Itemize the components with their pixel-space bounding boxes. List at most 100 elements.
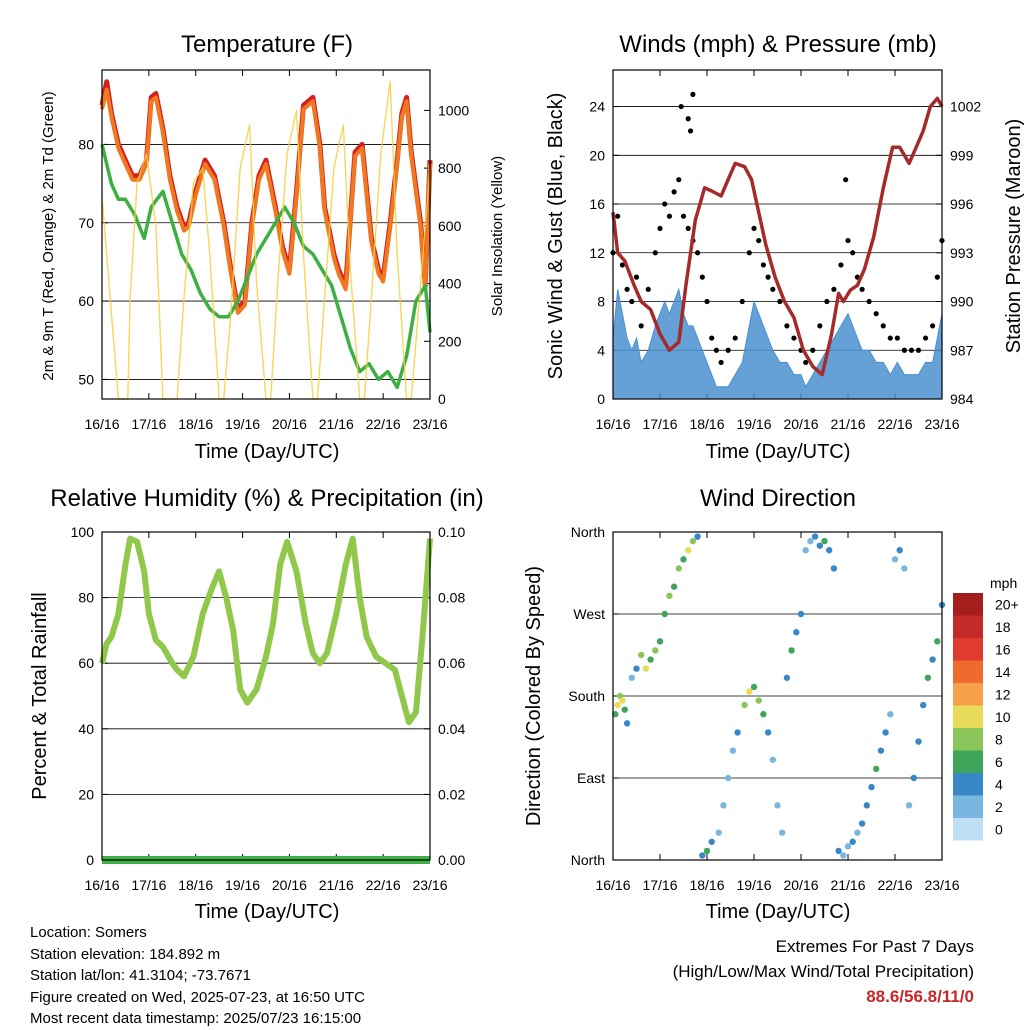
winds-plot-frame bbox=[612, 69, 943, 400]
humidity-ytick-label: 20 bbox=[78, 786, 94, 802]
gust-point bbox=[824, 298, 830, 305]
temperature-xtick-label: 17/16 bbox=[131, 416, 166, 432]
direction-legend: 20+ 18 16 14 12 10 8 6 4 2 0 bbox=[953, 593, 1019, 841]
location-text: Location: Somers bbox=[30, 924, 147, 941]
winds-axes: 0 4 8 12 16 20 24 984 987 990 993 996 999 1002 16/16 17… bbox=[589, 70, 981, 432]
humidity-xtick-label: 18/16 bbox=[178, 877, 213, 893]
direction-point bbox=[741, 701, 748, 709]
direction-point bbox=[642, 665, 650, 672]
legend-label: 16 bbox=[995, 641, 1011, 657]
humidity-ytick-label: 100 bbox=[71, 524, 95, 540]
direction-point bbox=[724, 774, 732, 782]
legend-label: 10 bbox=[995, 709, 1011, 725]
direction-point bbox=[670, 583, 678, 590]
humidity-title: Relative Humidity (%) & Precipitation (i… bbox=[50, 485, 483, 512]
direction-point bbox=[835, 847, 842, 855]
humidity-xlabel: Time (Day/UTC) bbox=[195, 901, 340, 923]
direction-point bbox=[661, 610, 668, 618]
winds-y2tick-label: 990 bbox=[950, 294, 974, 310]
temperature-xtick-label: 23/16 bbox=[412, 416, 447, 432]
gust-point bbox=[699, 274, 705, 280]
gust-point bbox=[633, 274, 640, 280]
gust-point bbox=[652, 250, 658, 256]
humidity-y2tick-label: 0.04 bbox=[438, 721, 465, 737]
direction-point bbox=[623, 720, 631, 727]
direction-point bbox=[896, 547, 903, 554]
legend-label: 14 bbox=[995, 664, 1011, 680]
direction-point bbox=[844, 843, 852, 850]
direction-point bbox=[729, 747, 737, 754]
legend-swatch bbox=[953, 795, 983, 818]
gust-point bbox=[709, 335, 715, 341]
gust-point bbox=[690, 91, 696, 97]
direction-xlabel: Time (Day/UTC) bbox=[706, 901, 851, 923]
direction-point bbox=[680, 556, 687, 563]
direction-point bbox=[910, 774, 917, 782]
winds-xlabel: Time (Day/UTC) bbox=[706, 441, 851, 463]
humidity-plot-frame bbox=[101, 531, 431, 861]
temperature-y2tick-label: 1000 bbox=[438, 102, 469, 118]
gust-point bbox=[908, 347, 915, 353]
gust-point bbox=[687, 128, 694, 134]
direction-point bbox=[675, 565, 682, 572]
temperature-xtick-label: 16/16 bbox=[84, 416, 119, 432]
direction-point bbox=[652, 647, 659, 654]
winds-y2tick-label: 999 bbox=[950, 147, 974, 163]
temperature-xtick-label: 20/16 bbox=[272, 416, 307, 432]
direction-point bbox=[802, 547, 809, 554]
gust-point bbox=[770, 286, 776, 292]
direction-point bbox=[915, 738, 922, 745]
direction-xtick-label: 16/16 bbox=[595, 877, 630, 893]
legend-label: 20+ bbox=[995, 596, 1019, 612]
gust-point bbox=[880, 323, 886, 329]
winds-ytick-label: 24 bbox=[589, 99, 605, 115]
winds-xtick-label: 23/16 bbox=[924, 416, 959, 432]
direction-point bbox=[849, 838, 856, 845]
winds-ytick-label: 0 bbox=[597, 391, 605, 407]
gust-point bbox=[739, 298, 745, 305]
temperature-y2tick-label: 600 bbox=[438, 218, 462, 234]
legend-label: 18 bbox=[995, 619, 1011, 635]
direction-point bbox=[746, 688, 753, 695]
gust-point bbox=[619, 262, 626, 268]
gust-point bbox=[732, 335, 738, 341]
winds-y2tick-label: 984 bbox=[950, 391, 974, 407]
extremes-title: Extremes For Past 7 Days bbox=[775, 937, 974, 956]
direction-point bbox=[920, 701, 927, 709]
gust-point bbox=[725, 347, 731, 353]
legend-swatch bbox=[953, 593, 983, 616]
direction-point bbox=[769, 756, 776, 763]
winds-ytick-label: 4 bbox=[597, 342, 605, 358]
humidity-y2tick-label: 0.08 bbox=[438, 590, 465, 606]
station-info: Location: Somers Station elevation: 184.… bbox=[30, 922, 365, 1030]
gust-point bbox=[810, 347, 816, 353]
direction-point bbox=[708, 838, 715, 845]
gust-point bbox=[666, 213, 673, 219]
legend-swatch bbox=[953, 615, 983, 638]
direction-point bbox=[840, 852, 847, 859]
direction-point bbox=[703, 847, 711, 855]
temperature-series bbox=[99, 79, 433, 400]
legend-swatch bbox=[953, 705, 983, 728]
direction-point bbox=[830, 565, 838, 572]
temperature-xtick-label: 22/16 bbox=[366, 416, 401, 432]
gust-point bbox=[934, 274, 940, 280]
direction-point bbox=[694, 533, 701, 540]
direction-point bbox=[901, 565, 908, 572]
gust-point bbox=[784, 323, 790, 329]
direction-point bbox=[764, 729, 772, 736]
gust-point bbox=[645, 286, 651, 292]
direction-point bbox=[934, 638, 941, 645]
direction-axes: North East South West North 16/16 17/16 18/16 19… bbox=[568, 524, 959, 893]
humidity-xtick-label: 19/16 bbox=[225, 877, 260, 893]
gust-point bbox=[887, 335, 893, 341]
direction-point bbox=[750, 683, 758, 691]
direction-point bbox=[877, 747, 885, 754]
gust-point bbox=[873, 311, 879, 317]
gust-point bbox=[901, 347, 908, 353]
direction-xtick-label: 20/16 bbox=[783, 877, 818, 893]
winds-xtick-label: 18/16 bbox=[689, 416, 724, 432]
direction-point bbox=[685, 547, 692, 554]
